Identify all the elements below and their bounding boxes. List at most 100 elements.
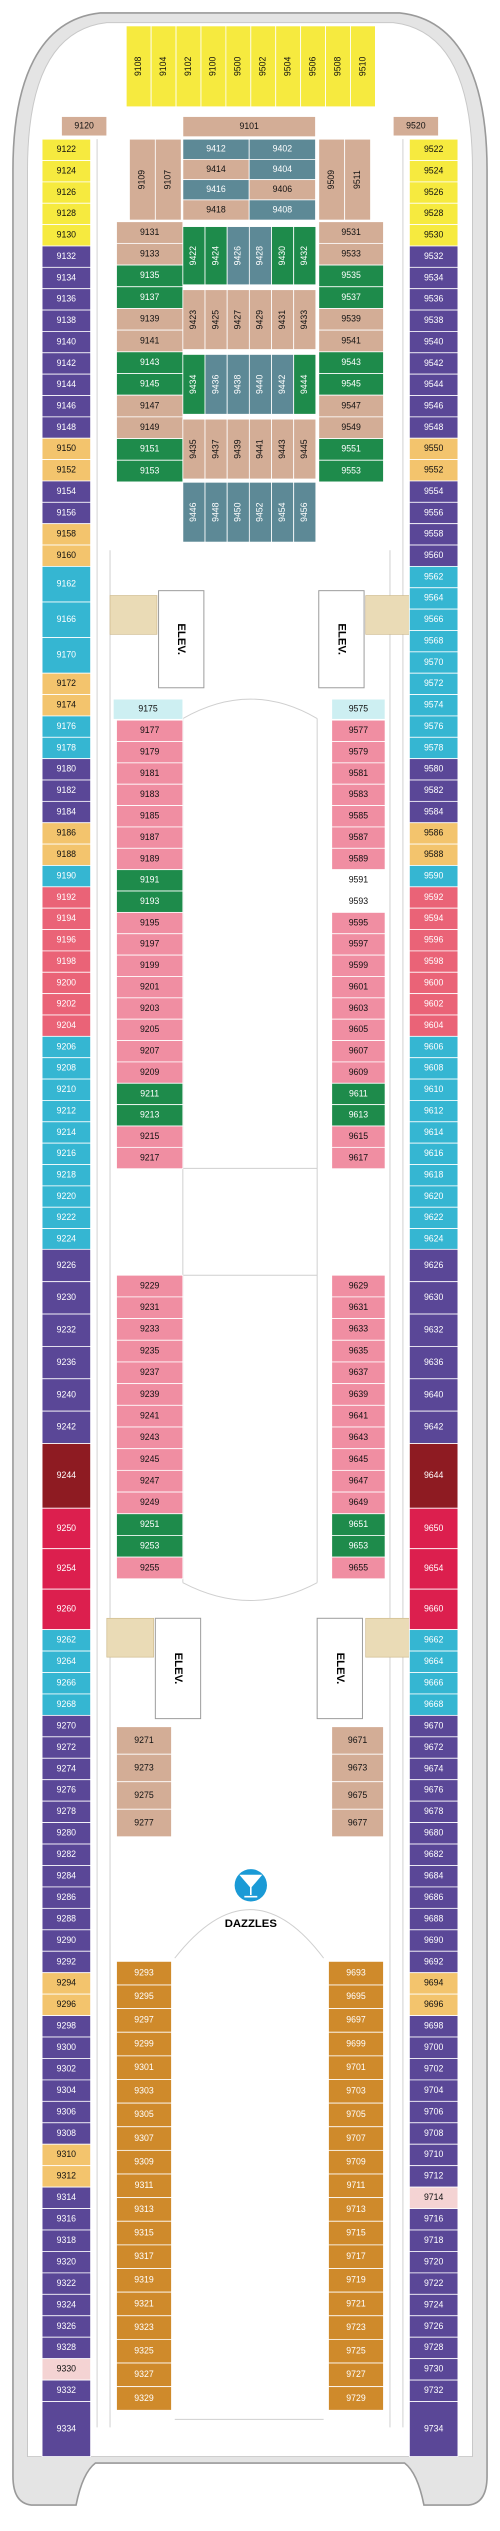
cabin-number: 9158 (57, 529, 77, 539)
cabin (41, 601, 92, 639)
cabin-number: 9432 (299, 246, 309, 266)
cabins: 9108 9104 9102 9100 9500 9502 9504 9506 9508 9510… (41, 25, 459, 2457)
cabin (41, 637, 92, 674)
cabin-number: 9541 (341, 335, 361, 345)
cabin-number: 9189 (140, 853, 160, 863)
cabin-number: 9706 (424, 2106, 444, 2116)
cabin-number: 9583 (349, 789, 369, 799)
cabin-number: 9684 (424, 1871, 444, 1881)
cabin-number: 9538 (424, 315, 444, 325)
cabin-number: 9624 (424, 1234, 444, 1244)
cabin (344, 138, 371, 221)
cabin-number: 9577 (349, 725, 369, 735)
cabin-number: 9708 (424, 2128, 444, 2138)
cabin-number: 9502 (258, 57, 268, 77)
cabin-number: 9148 (57, 422, 77, 432)
cabin-number: 9556 (424, 507, 444, 517)
cabin-number: 9662 (424, 1635, 444, 1645)
cabin (293, 226, 317, 286)
cabin-number: 9566 (424, 614, 444, 624)
cabin-number: 9614 (424, 1127, 444, 1137)
cabin-number: 9107 (163, 170, 173, 190)
cabin-number: 9316 (57, 2214, 77, 2224)
cabin-number: 9253 (140, 1541, 160, 1551)
cabin-number: 9215 (140, 1131, 160, 1141)
cabin-number: 9101 (239, 121, 259, 131)
cabin (116, 2386, 172, 2411)
cabin-number: 9704 (424, 2085, 444, 2095)
cabin-number: 9635 (349, 1345, 369, 1355)
cabin-number: 9530 (424, 230, 444, 240)
cabin-number: 9226 (57, 1260, 77, 1270)
cabin-number: 9725 (346, 2346, 366, 2356)
cabin-number: 9506 (307, 57, 317, 77)
cabin-number: 9601 (349, 981, 369, 991)
cabin-number: 9649 (349, 1497, 369, 1507)
cabin-number: 9102 (183, 57, 193, 77)
cabin (41, 1248, 92, 1283)
cabin-number: 9191 (140, 875, 160, 885)
cabin (408, 1507, 459, 1550)
cabin-number: 9441 (255, 439, 265, 459)
cabin (408, 1410, 459, 1444)
cabin-number: 9536 (424, 294, 444, 304)
cabin-number: 9545 (341, 379, 361, 389)
cabin-number: 9120 (74, 121, 94, 131)
cabin-number: 9260 (57, 1604, 77, 1614)
cabin-number: 9282 (57, 1849, 77, 1859)
cabin-number: 9600 (424, 977, 444, 987)
elevator-label: ELEV. (334, 1653, 346, 1685)
cabin-number: 9452 (255, 502, 265, 522)
cabin-number: 9575 (349, 704, 369, 714)
cabin-number: 9584 (424, 806, 444, 816)
cabin-number: 9546 (424, 401, 444, 411)
cabin (318, 459, 384, 483)
cabin-number: 9309 (134, 2157, 154, 2167)
cabin-number: 9443 (277, 439, 287, 459)
cabin (293, 354, 317, 415)
cabin-number: 9666 (424, 1678, 444, 1688)
cabin-number: 9199 (140, 960, 160, 970)
cabin (225, 25, 252, 108)
cabin-number: 9144 (57, 379, 77, 389)
cabin-number: 9232 (57, 1325, 77, 1335)
cabin-number: 9723 (346, 2322, 366, 2332)
cabin-number: 9727 (346, 2369, 366, 2379)
cabin (408, 2401, 459, 2457)
cabin-number: 9549 (341, 422, 361, 432)
cabin-number: 9672 (424, 1742, 444, 1752)
cabin (408, 1248, 459, 1283)
cabin-number: 9430 (277, 246, 287, 266)
cabin (300, 25, 326, 108)
cabin-number: 9629 (349, 1280, 369, 1290)
cabin-number: 9270 (57, 1720, 77, 1730)
cabin-number: 9618 (424, 1170, 444, 1180)
cabin-number: 9151 (140, 444, 160, 454)
cabin-number: 9303 (134, 2086, 154, 2096)
cabin-number: 9715 (346, 2227, 366, 2237)
cabin-number: 9674 (424, 1763, 444, 1773)
cabin-number: 9237 (140, 1367, 160, 1377)
cabin-number: 9641 (349, 1410, 369, 1420)
cabin-number: 9722 (424, 2278, 444, 2288)
cabin-number: 9178 (57, 742, 77, 752)
cabin-number: 9271 (134, 1735, 154, 1745)
cabin (331, 1808, 384, 1838)
cabin-number: 9241 (140, 1410, 160, 1420)
cabin-number: 9509 (326, 170, 336, 190)
cabin-number: 9682 (424, 1849, 444, 1859)
cabin-number: 9211 (140, 1088, 159, 1098)
cabin-number: 9255 (140, 1562, 160, 1572)
cabin-number: 9714 (424, 2192, 444, 2202)
cabin-number: 9298 (57, 2021, 77, 2031)
cabin-number: 9650 (424, 1523, 444, 1533)
cabin-number: 9637 (349, 1367, 369, 1377)
cabin-number: 9323 (134, 2322, 154, 2332)
cabin-number: 9301 (134, 2062, 154, 2072)
cabin-number: 9664 (424, 1656, 444, 1666)
cabin-number: 9576 (424, 721, 444, 731)
cabin-number: 9718 (424, 2235, 444, 2245)
cabin-number: 9170 (57, 650, 77, 660)
cabin-number: 9200 (57, 977, 77, 987)
